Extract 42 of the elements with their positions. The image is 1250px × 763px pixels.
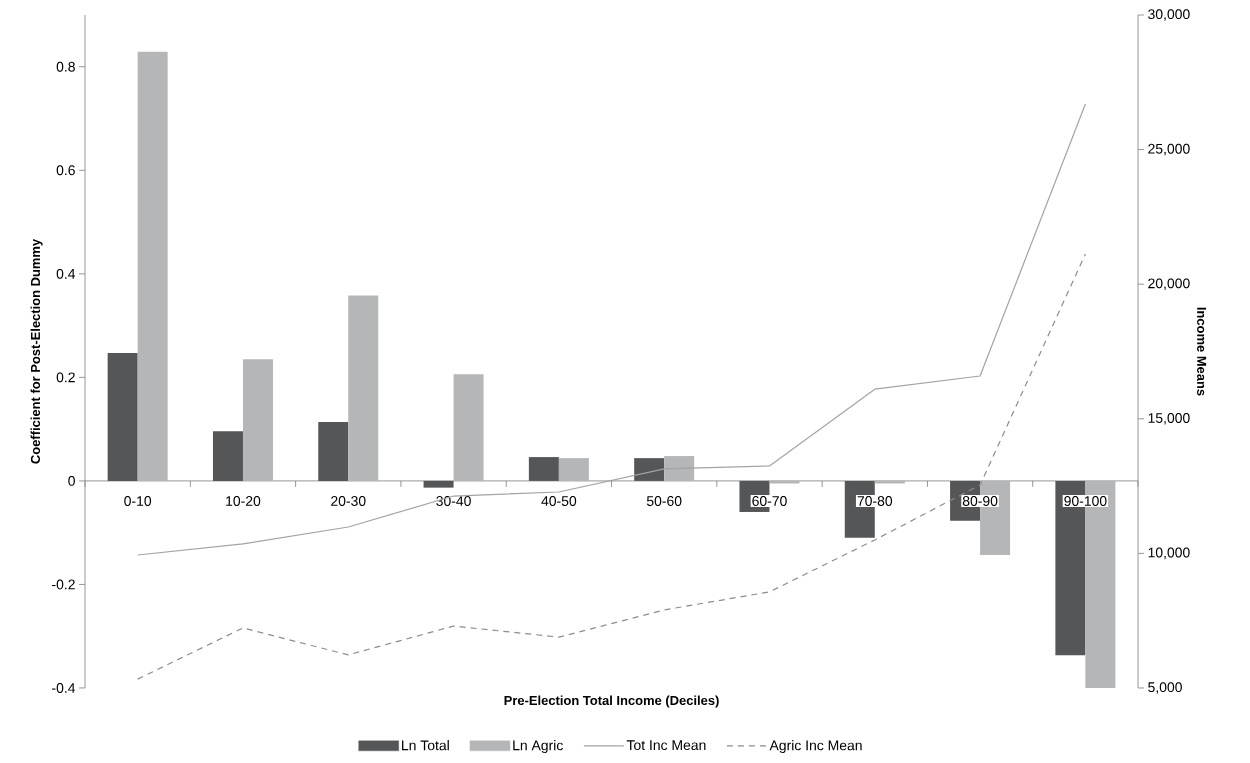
y2-tick-label: 5,000 [1148,682,1182,694]
y-tick-label: -0.4 [52,683,76,693]
y2-tick-label: 15,000 [1148,413,1190,425]
y-tick-label: 0.2 [56,372,75,383]
bar [664,456,695,481]
legend-label: Tot Inc Mean [626,740,706,751]
x-tick-label: 10-20 [226,496,261,506]
y2-tick-label: 25,000 [1148,143,1190,156]
x-tick-label: 50-60 [646,496,682,506]
legend-label: Ln Agric [513,740,563,754]
y2-axis-title: Income Means [1197,307,1207,396]
bar [212,431,243,481]
y2-tick-label: 10,000 [1148,547,1190,560]
bar [453,374,484,481]
bar [348,295,379,481]
y-tick-label: 0.4 [56,268,76,279]
y-tick-label: 0 [68,475,75,486]
legend-label: Agric Inc Mean [769,740,862,754]
bar [137,51,168,481]
x-tick-label: 80-90 [962,496,998,506]
x-tick-label: 70-80 [857,496,893,506]
x-axis-title: Pre-Election Total Income (Deciles) [504,695,719,708]
bar [634,458,665,481]
x-tick-label: 0-10 [124,496,152,506]
x-tick-label: 20-30 [331,496,366,506]
legend-label: Ln Total [402,740,449,751]
bar [318,421,349,481]
bar [558,458,589,481]
x-tick-label: 40-50 [541,496,577,506]
bar [423,480,454,488]
bar [107,353,138,481]
x-tick-label: 30-40 [436,496,471,506]
y-tick-label: -0.2 [52,579,75,590]
y-tick-label: 0.6 [56,165,75,176]
y-tick-label: 0.8 [56,61,75,72]
x-tick-label: 60-70 [752,496,787,506]
bar [242,359,273,481]
y-axis-title: Coefficient for Post-Election Dummy [30,238,43,464]
x-tick-label: 90-100 [1064,496,1107,506]
bar [528,457,559,481]
y2-tick-label: 30,000 [1148,9,1190,21]
y2-tick-label: 20,000 [1148,278,1190,290]
